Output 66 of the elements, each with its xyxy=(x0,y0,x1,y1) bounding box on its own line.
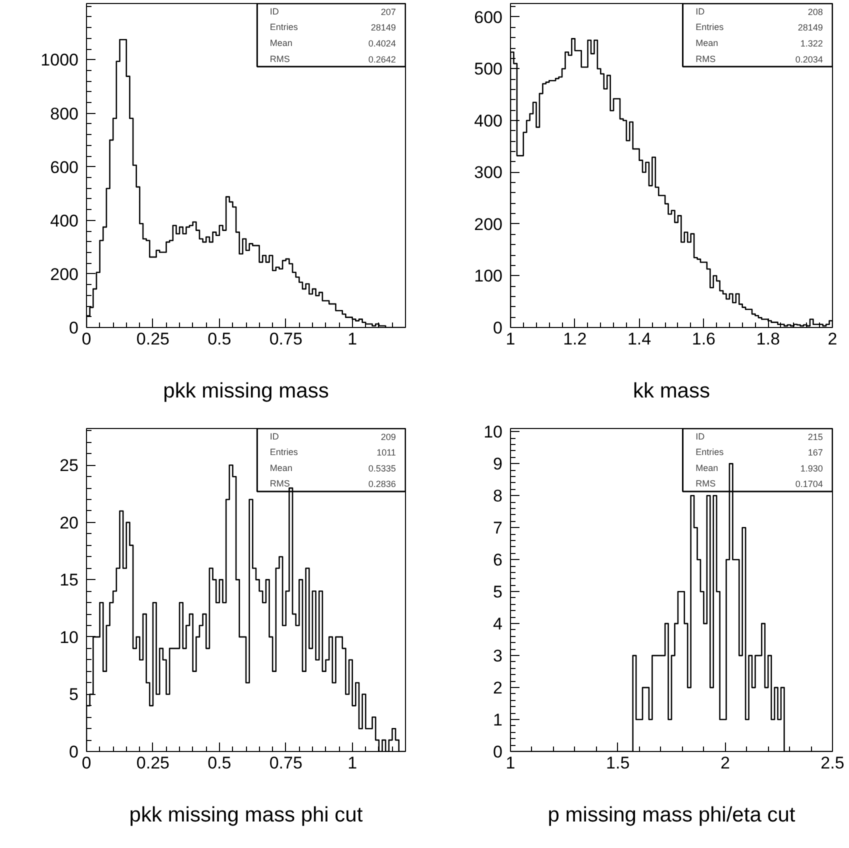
y-tick-label: 500 xyxy=(474,60,503,79)
text: Mean 1.322 xyxy=(696,38,823,48)
y-tick-label: 25 xyxy=(60,456,79,476)
text: Entries 1011 xyxy=(270,447,396,458)
text: Mean 0.5335 xyxy=(270,462,396,474)
y-tick-label: 2 xyxy=(493,678,503,698)
y-tick-label: 400 xyxy=(50,211,79,230)
x-tick-label: 1.5 xyxy=(606,754,630,772)
y-tick-label: 300 xyxy=(474,163,503,182)
y-tick-label: 100 xyxy=(474,266,503,286)
x-tick-label: 0.25 xyxy=(136,330,170,348)
y-tick-label: 9 xyxy=(493,454,503,474)
y-tick-label: 5 xyxy=(493,582,503,602)
x-tick-label: 1.4 xyxy=(627,330,652,348)
text: RMS 0.2642 xyxy=(270,54,396,64)
x-tick-label: 0 xyxy=(82,330,92,348)
y-tick-label: 600 xyxy=(50,158,79,177)
x-tick-label: 1.6 xyxy=(692,330,716,348)
y-tick-label: 200 xyxy=(474,214,503,234)
x-tick-label: 1.8 xyxy=(756,330,780,348)
text: Entries 28149 xyxy=(270,22,396,33)
y-tick-label: 7 xyxy=(493,518,503,538)
y-tick-label: 200 xyxy=(50,264,79,284)
x-tick-label: 2 xyxy=(828,330,838,348)
x-tick-label: 1 xyxy=(348,330,358,348)
x-tick-label: 0.75 xyxy=(269,330,302,348)
text: ID 215 xyxy=(696,431,823,442)
text: RMS 0.1704 xyxy=(696,478,823,490)
y-tick-label: 1000 xyxy=(40,50,79,70)
y-tick-label: 8 xyxy=(493,486,503,506)
y-tick-label: 10 xyxy=(484,422,503,442)
y-tick-label: 6 xyxy=(493,550,503,570)
x-tick-label: 1 xyxy=(506,330,516,348)
text: Entries 28149 xyxy=(696,22,823,33)
text: Mean 1.930 xyxy=(696,462,823,474)
y-tick-label: 1 xyxy=(493,710,503,730)
x-axis-title: pkk missing mass phi cut xyxy=(129,804,363,826)
y-tick-label: 400 xyxy=(474,111,503,130)
x-tick-label: 1 xyxy=(348,754,358,772)
x-tick-label: 0 xyxy=(82,754,92,772)
text: RMS 0.2034 xyxy=(696,54,823,64)
y-tick-label: 800 xyxy=(50,104,79,124)
x-axis-title: p missing mass phi/eta cut xyxy=(548,804,796,826)
text: Entries 167 xyxy=(696,447,823,458)
text: Mean 0.4024 xyxy=(270,38,396,48)
y-tick-label: 15 xyxy=(60,570,79,590)
x-tick-label: 0.5 xyxy=(208,330,232,348)
x-axis-title: pkk missing mass xyxy=(163,380,329,402)
x-tick-label: 1.2 xyxy=(563,330,587,348)
x-tick-label: 2.5 xyxy=(820,754,844,772)
x-tick-label: 0.75 xyxy=(269,754,302,772)
text: RMS 0.2836 xyxy=(270,478,396,490)
x-tick-label: 2 xyxy=(720,754,730,772)
x-tick-label: 0.25 xyxy=(136,754,170,772)
y-tick-label: 20 xyxy=(60,513,79,532)
x-axis-title: kk mass xyxy=(632,380,710,402)
text: ID 209 xyxy=(270,431,396,442)
text: ID 208 xyxy=(696,6,823,17)
y-tick-label: 600 xyxy=(474,8,503,27)
y-tick-label: 4 xyxy=(493,614,503,634)
y-tick-label: 5 xyxy=(69,685,79,704)
x-tick-label: 0.5 xyxy=(208,754,232,772)
y-tick-label: 3 xyxy=(493,646,503,666)
y-tick-label: 10 xyxy=(60,628,79,647)
text: ID 207 xyxy=(270,6,396,17)
x-tick-label: 1 xyxy=(506,754,516,772)
